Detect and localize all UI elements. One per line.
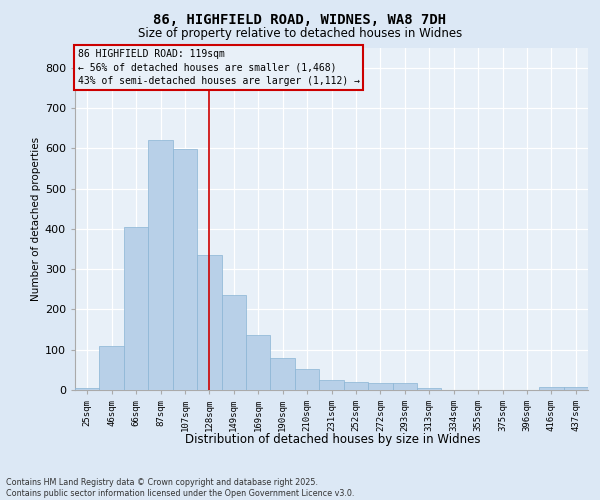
Bar (271, 358, 295, 390)
Text: 86 HIGHFIELD ROAD: 119sqm
← 56% of detached houses are smaller (1,468)
43% of se: 86 HIGHFIELD ROAD: 119sqm ← 56% of detac… (77, 49, 359, 86)
Text: Contains HM Land Registry data © Crown copyright and database right 2025.
Contai: Contains HM Land Registry data © Crown c… (6, 478, 355, 498)
Bar (173, 149, 197, 390)
Text: Size of property relative to detached houses in Widnes: Size of property relative to detached ho… (138, 28, 462, 40)
Text: Distribution of detached houses by size in Widnes: Distribution of detached houses by size … (185, 432, 481, 446)
Bar (124, 227, 148, 390)
Bar (295, 368, 319, 390)
Bar (417, 388, 442, 390)
Bar (319, 380, 344, 390)
Bar (539, 387, 563, 390)
Bar (563, 387, 588, 390)
Bar (246, 335, 271, 390)
Y-axis label: Number of detached properties: Number of detached properties (31, 136, 41, 301)
Bar (148, 140, 173, 390)
Bar (368, 383, 392, 390)
Bar (100, 346, 124, 390)
Bar (344, 382, 368, 390)
Bar (221, 294, 246, 390)
Bar (197, 255, 221, 390)
Text: 86, HIGHFIELD ROAD, WIDNES, WA8 7DH: 86, HIGHFIELD ROAD, WIDNES, WA8 7DH (154, 12, 446, 26)
Bar (75, 388, 100, 390)
Bar (392, 382, 417, 390)
